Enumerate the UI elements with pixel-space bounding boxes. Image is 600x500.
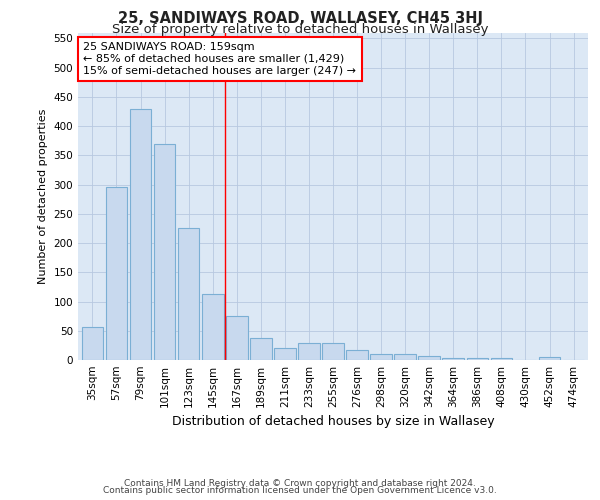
Bar — [467, 358, 488, 360]
Bar — [442, 358, 464, 360]
Bar — [154, 144, 175, 360]
Text: 25, SANDIWAYS ROAD, WALLASEY, CH45 3HJ: 25, SANDIWAYS ROAD, WALLASEY, CH45 3HJ — [118, 11, 482, 26]
Bar — [491, 358, 512, 360]
Text: 25 SANDIWAYS ROAD: 159sqm
← 85% of detached houses are smaller (1,429)
15% of se: 25 SANDIWAYS ROAD: 159sqm ← 85% of detac… — [83, 42, 356, 76]
Text: Contains public sector information licensed under the Open Government Licence v3: Contains public sector information licen… — [103, 486, 497, 495]
Bar — [130, 108, 151, 360]
Bar — [202, 294, 224, 360]
Bar — [322, 343, 344, 360]
Bar — [370, 354, 392, 360]
Bar — [298, 343, 320, 360]
Text: Size of property relative to detached houses in Wallasey: Size of property relative to detached ho… — [112, 22, 488, 36]
Bar — [178, 228, 199, 360]
Bar — [346, 350, 368, 360]
Bar — [418, 356, 440, 360]
Bar — [250, 338, 272, 360]
Bar — [394, 354, 416, 360]
Bar — [226, 316, 248, 360]
Bar — [82, 326, 103, 360]
X-axis label: Distribution of detached houses by size in Wallasey: Distribution of detached houses by size … — [172, 416, 494, 428]
Text: Contains HM Land Registry data © Crown copyright and database right 2024.: Contains HM Land Registry data © Crown c… — [124, 478, 476, 488]
Y-axis label: Number of detached properties: Number of detached properties — [38, 108, 48, 284]
Bar — [539, 357, 560, 360]
Bar — [274, 348, 296, 360]
Bar — [106, 188, 127, 360]
